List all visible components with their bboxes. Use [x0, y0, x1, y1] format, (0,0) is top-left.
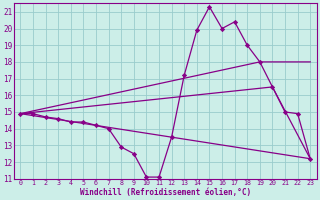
X-axis label: Windchill (Refroidissement éolien,°C): Windchill (Refroidissement éolien,°C)	[80, 188, 251, 197]
